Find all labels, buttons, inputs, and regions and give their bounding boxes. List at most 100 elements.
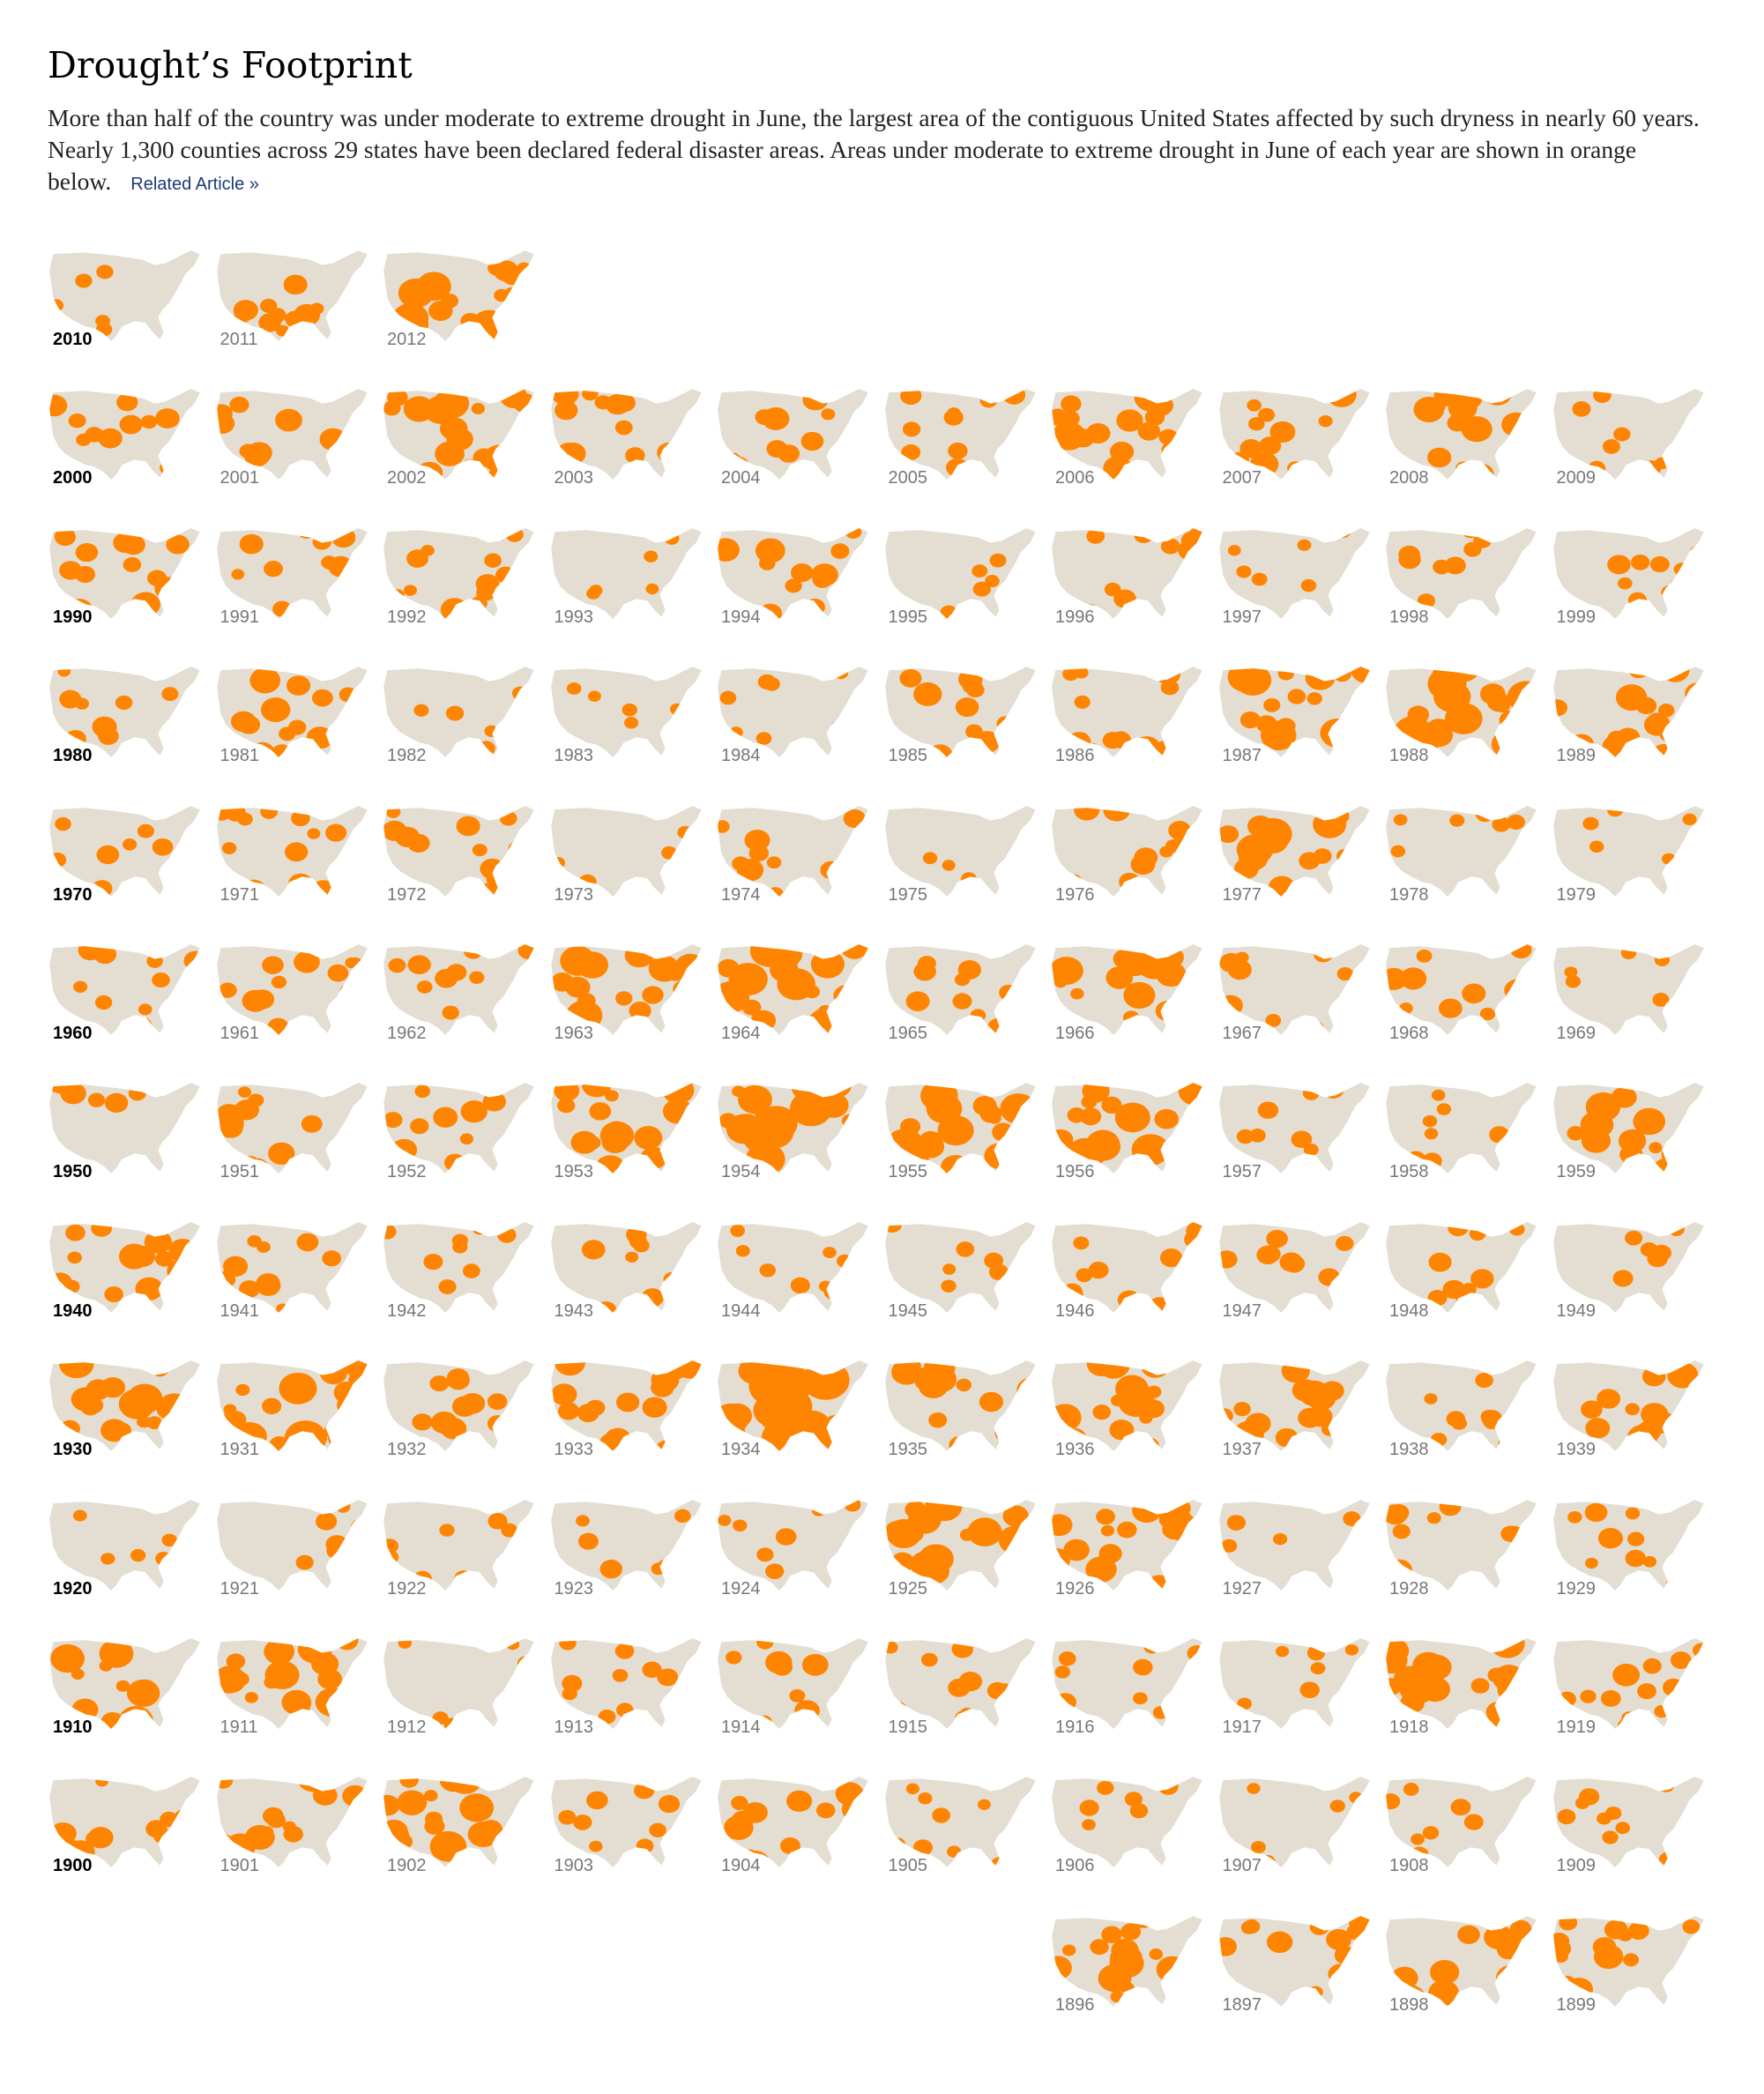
year-map-1990[interactable]: 1990 xyxy=(48,523,206,637)
year-map-1897[interactable]: 1897 xyxy=(1217,1911,1376,2025)
year-map-1976[interactable]: 1976 xyxy=(1050,801,1209,915)
year-map-1959[interactable]: 1959 xyxy=(1552,1077,1710,1192)
year-map-1961[interactable]: 1961 xyxy=(215,939,374,1054)
year-map-2010[interactable]: 2010 xyxy=(48,245,206,360)
year-map-1906[interactable]: 1906 xyxy=(1050,1771,1209,1886)
year-map-2011[interactable]: 2011 xyxy=(215,245,374,360)
year-map-1914[interactable]: 1914 xyxy=(716,1633,875,1747)
year-map-1932[interactable]: 1932 xyxy=(382,1355,540,1470)
year-map-1900[interactable]: 1900 xyxy=(48,1771,206,1886)
year-map-1962[interactable]: 1962 xyxy=(382,939,540,1054)
year-map-1930[interactable]: 1930 xyxy=(48,1355,206,1470)
year-map-1912[interactable]: 1912 xyxy=(382,1633,540,1747)
year-map-1958[interactable]: 1958 xyxy=(1384,1077,1543,1192)
year-map-1947[interactable]: 1947 xyxy=(1217,1217,1376,1331)
year-map-1927[interactable]: 1927 xyxy=(1217,1494,1376,1609)
year-map-1989[interactable]: 1989 xyxy=(1552,661,1710,776)
year-map-1910[interactable]: 1910 xyxy=(48,1633,206,1747)
year-map-1978[interactable]: 1978 xyxy=(1384,801,1543,915)
year-map-1969[interactable]: 1969 xyxy=(1552,939,1710,1054)
year-map-1993[interactable]: 1993 xyxy=(549,523,708,637)
year-map-1971[interactable]: 1971 xyxy=(215,801,374,915)
year-map-2001[interactable]: 2001 xyxy=(215,384,374,498)
year-map-1975[interactable]: 1975 xyxy=(883,801,1042,915)
year-map-1991[interactable]: 1991 xyxy=(215,523,374,637)
year-map-1949[interactable]: 1949 xyxy=(1552,1217,1710,1331)
year-map-1908[interactable]: 1908 xyxy=(1384,1771,1543,1886)
year-map-1933[interactable]: 1933 xyxy=(549,1355,708,1470)
year-map-1923[interactable]: 1923 xyxy=(549,1494,708,1609)
year-map-1966[interactable]: 1966 xyxy=(1050,939,1209,1054)
year-map-1911[interactable]: 1911 xyxy=(215,1633,374,1747)
year-map-1984[interactable]: 1984 xyxy=(716,661,875,776)
year-map-1935[interactable]: 1935 xyxy=(883,1355,1042,1470)
year-map-1960[interactable]: 1960 xyxy=(48,939,206,1054)
year-map-1985[interactable]: 1985 xyxy=(883,661,1042,776)
year-map-2002[interactable]: 2002 xyxy=(382,384,540,498)
year-map-1903[interactable]: 1903 xyxy=(549,1771,708,1886)
year-map-1945[interactable]: 1945 xyxy=(883,1217,1042,1331)
year-map-2004[interactable]: 2004 xyxy=(716,384,875,498)
year-map-1921[interactable]: 1921 xyxy=(215,1494,374,1609)
year-map-1972[interactable]: 1972 xyxy=(382,801,540,915)
year-map-1940[interactable]: 1940 xyxy=(48,1217,206,1331)
year-map-1926[interactable]: 1926 xyxy=(1050,1494,1209,1609)
year-map-1983[interactable]: 1983 xyxy=(549,661,708,776)
year-map-1943[interactable]: 1943 xyxy=(549,1217,708,1331)
year-map-1974[interactable]: 1974 xyxy=(716,801,875,915)
year-map-1918[interactable]: 1918 xyxy=(1384,1633,1543,1747)
year-map-1948[interactable]: 1948 xyxy=(1384,1217,1543,1331)
year-map-1929[interactable]: 1929 xyxy=(1552,1494,1710,1609)
year-map-1936[interactable]: 1936 xyxy=(1050,1355,1209,1470)
year-map-1998[interactable]: 1998 xyxy=(1384,523,1543,637)
year-map-2003[interactable]: 2003 xyxy=(549,384,708,498)
year-map-2006[interactable]: 2006 xyxy=(1050,384,1209,498)
year-map-1944[interactable]: 1944 xyxy=(716,1217,875,1331)
year-map-1928[interactable]: 1928 xyxy=(1384,1494,1543,1609)
year-map-1979[interactable]: 1979 xyxy=(1552,801,1710,915)
year-map-1980[interactable]: 1980 xyxy=(48,661,206,776)
year-map-1919[interactable]: 1919 xyxy=(1552,1633,1710,1747)
year-map-1913[interactable]: 1913 xyxy=(549,1633,708,1747)
year-map-1950[interactable]: 1950 xyxy=(48,1077,206,1192)
year-map-1925[interactable]: 1925 xyxy=(883,1494,1042,1609)
year-map-1916[interactable]: 1916 xyxy=(1050,1633,1209,1747)
year-map-1939[interactable]: 1939 xyxy=(1552,1355,1710,1470)
year-map-1992[interactable]: 1992 xyxy=(382,523,540,637)
year-map-1941[interactable]: 1941 xyxy=(215,1217,374,1331)
year-map-1934[interactable]: 1934 xyxy=(716,1355,875,1470)
year-map-1924[interactable]: 1924 xyxy=(716,1494,875,1609)
year-map-1988[interactable]: 1988 xyxy=(1384,661,1543,776)
year-map-2007[interactable]: 2007 xyxy=(1217,384,1376,498)
year-map-1981[interactable]: 1981 xyxy=(215,661,374,776)
year-map-1994[interactable]: 1994 xyxy=(716,523,875,637)
year-map-2012[interactable]: 2012 xyxy=(382,245,540,360)
year-map-1917[interactable]: 1917 xyxy=(1217,1633,1376,1747)
year-map-1952[interactable]: 1952 xyxy=(382,1077,540,1192)
year-map-1953[interactable]: 1953 xyxy=(549,1077,708,1192)
year-map-1899[interactable]: 1899 xyxy=(1552,1911,1710,2025)
year-map-1909[interactable]: 1909 xyxy=(1552,1771,1710,1886)
year-map-1920[interactable]: 1920 xyxy=(48,1494,206,1609)
year-map-1896[interactable]: 1896 xyxy=(1050,1911,1209,2025)
year-map-1915[interactable]: 1915 xyxy=(883,1633,1042,1747)
year-map-1956[interactable]: 1956 xyxy=(1050,1077,1209,1192)
year-map-1907[interactable]: 1907 xyxy=(1217,1771,1376,1886)
year-map-1951[interactable]: 1951 xyxy=(215,1077,374,1192)
year-map-1942[interactable]: 1942 xyxy=(382,1217,540,1331)
year-map-1973[interactable]: 1973 xyxy=(549,801,708,915)
year-map-1968[interactable]: 1968 xyxy=(1384,939,1543,1054)
year-map-1954[interactable]: 1954 xyxy=(716,1077,875,1192)
year-map-1986[interactable]: 1986 xyxy=(1050,661,1209,776)
year-map-1963[interactable]: 1963 xyxy=(549,939,708,1054)
year-map-1982[interactable]: 1982 xyxy=(382,661,540,776)
year-map-1999[interactable]: 1999 xyxy=(1552,523,1710,637)
year-map-1997[interactable]: 1997 xyxy=(1217,523,1376,637)
year-map-1938[interactable]: 1938 xyxy=(1384,1355,1543,1470)
year-map-1931[interactable]: 1931 xyxy=(215,1355,374,1470)
year-map-1922[interactable]: 1922 xyxy=(382,1494,540,1609)
year-map-1937[interactable]: 1937 xyxy=(1217,1355,1376,1470)
year-map-1898[interactable]: 1898 xyxy=(1384,1911,1543,2025)
year-map-2009[interactable]: 2009 xyxy=(1552,384,1710,498)
year-map-2005[interactable]: 2005 xyxy=(883,384,1042,498)
